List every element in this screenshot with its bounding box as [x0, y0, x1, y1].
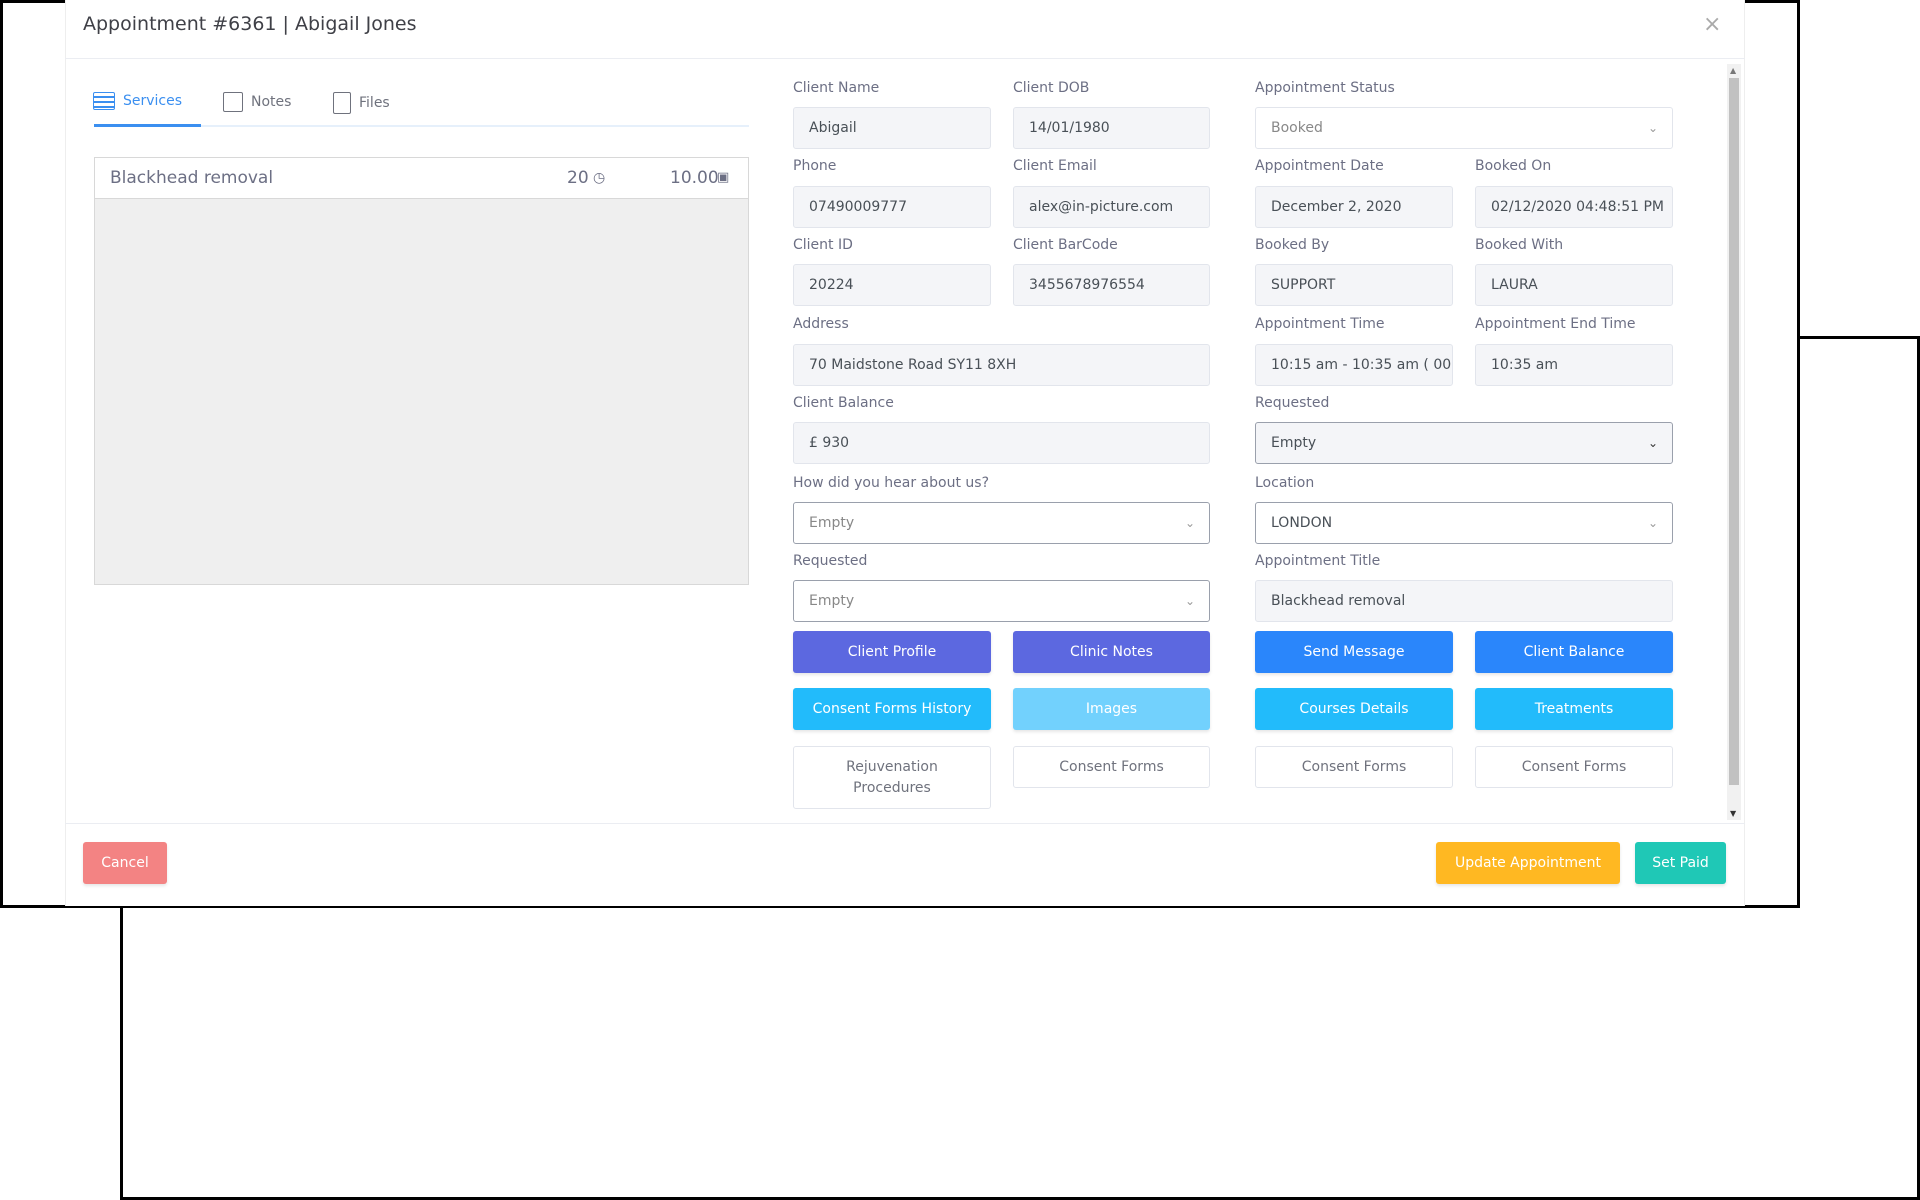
booked-by-input[interactable]: SUPPORT [1255, 264, 1453, 306]
requested-right-select[interactable]: Empty ⌄ [1255, 422, 1673, 464]
phone-input[interactable]: 07490009777 [793, 186, 991, 228]
client-email-label: Client Email [1013, 158, 1097, 174]
note-icon [223, 92, 243, 112]
appointment-status-label: Appointment Status [1255, 80, 1395, 96]
tab-files[interactable]: Files [333, 92, 390, 114]
service-price: 10.00 [670, 168, 719, 188]
send-message-button[interactable]: Send Message [1255, 631, 1453, 673]
chevron-down-icon: ⌄ [1647, 436, 1658, 450]
services-list-icon [93, 92, 115, 110]
requested-right-label: Requested [1255, 395, 1330, 411]
treatments-button[interactable]: Treatments [1475, 688, 1673, 730]
clinic-notes-button[interactable]: Clinic Notes [1013, 631, 1210, 673]
appointment-time-label: Appointment Time [1255, 316, 1385, 332]
cancel-button[interactable]: Cancel [83, 842, 167, 884]
client-id-input[interactable]: 20224 [793, 264, 991, 306]
client-id-label: Client ID [793, 237, 853, 253]
chevron-down-icon: ⌄ [1184, 516, 1195, 530]
appointment-title-label: Appointment Title [1255, 553, 1381, 569]
chevron-down-icon: ⌄ [1647, 121, 1658, 135]
booked-by-label: Booked By [1255, 237, 1330, 253]
requested-left-select[interactable]: Empty ⌄ [793, 580, 1210, 622]
select-value: Booked [1271, 120, 1323, 136]
consent-forms-button[interactable]: Consent Forms [1255, 746, 1453, 788]
money-icon: ▣ [717, 170, 730, 185]
close-icon[interactable]: × [1703, 12, 1722, 37]
select-value: Empty [1271, 435, 1317, 451]
phone-label: Phone [793, 158, 837, 174]
address-input[interactable]: 70 Maidstone Road SY11 8XH [793, 344, 1210, 386]
clock-icon: ◷ [593, 170, 606, 186]
images-button[interactable]: Images [1013, 688, 1210, 730]
address-label: Address [793, 316, 849, 332]
dialog-title: Appointment #6361 | Abigail Jones [83, 13, 417, 35]
client-barcode-label: Client BarCode [1013, 237, 1118, 253]
file-icon [333, 92, 351, 114]
client-balance-button[interactable]: Client Balance [1475, 631, 1673, 673]
booked-with-input[interactable]: LAURA [1475, 264, 1673, 306]
courses-details-button[interactable]: Courses Details [1255, 688, 1453, 730]
service-name: Blackhead removal [110, 168, 274, 188]
footer-divider [65, 823, 1745, 824]
appointment-end-time-label: Appointment End Time [1475, 316, 1636, 332]
tab-label: Notes [251, 94, 292, 110]
tab-underline [94, 125, 749, 127]
tab-services[interactable]: Services [93, 92, 182, 110]
location-select[interactable]: LONDON ⌄ [1255, 502, 1673, 544]
tab-label: Files [359, 95, 390, 111]
location-label: Location [1255, 475, 1315, 491]
services-list: Blackhead removal 20 ◷ 10.00 ▣ [94, 157, 749, 585]
appointment-date-label: Appointment Date [1255, 158, 1384, 174]
hear-about-label: How did you hear about us? [793, 475, 989, 491]
client-balance-label: Client Balance [793, 395, 894, 411]
tab-notes[interactable]: Notes [223, 92, 291, 112]
requested-left-label: Requested [793, 553, 868, 569]
client-email-input[interactable]: alex@in-picture.com [1013, 186, 1210, 228]
chevron-down-icon: ⌄ [1647, 516, 1658, 530]
select-value: Empty [809, 593, 855, 609]
client-dob-label: Client DOB [1013, 80, 1090, 96]
scrollbar[interactable]: ▲ ▼ [1727, 64, 1741, 820]
appointment-time-input[interactable]: 10:15 am - 10:35 am ( 00 [1255, 344, 1453, 386]
chevron-down-icon: ⌄ [1184, 594, 1195, 608]
scroll-down-icon[interactable]: ▼ [1730, 809, 1737, 818]
select-value: Empty [809, 515, 855, 531]
tab-active-indicator [94, 124, 201, 127]
update-appointment-button[interactable]: Update Appointment [1436, 842, 1620, 884]
client-dob-input[interactable]: 14/01/1980 [1013, 107, 1210, 149]
consent-forms-button[interactable]: Consent Forms [1475, 746, 1673, 788]
client-profile-button[interactable]: Client Profile [793, 631, 991, 673]
client-balance-input[interactable]: £ 930 [793, 422, 1210, 464]
booked-with-label: Booked With [1475, 237, 1564, 253]
appointment-end-time-input[interactable]: 10:35 am [1475, 344, 1673, 386]
appointment-date-input[interactable]: December 2, 2020 [1255, 186, 1453, 228]
scroll-up-icon[interactable]: ▲ [1730, 66, 1737, 75]
appointment-status-select[interactable]: Booked ⌄ [1255, 107, 1673, 149]
set-paid-button[interactable]: Set Paid [1635, 842, 1726, 884]
select-value: LONDON [1271, 515, 1333, 531]
client-name-input[interactable]: Abigail [793, 107, 991, 149]
booked-on-input[interactable]: 02/12/2020 04:48:51 PM [1475, 186, 1673, 228]
header-divider [65, 58, 1745, 59]
consent-forms-history-button[interactable]: Consent Forms History [793, 688, 991, 730]
tab-label: Services [123, 93, 183, 109]
service-row[interactable]: Blackhead removal 20 ◷ 10.00 ▣ [95, 158, 748, 199]
service-duration: 20 [567, 168, 589, 188]
client-barcode-input[interactable]: 3455678976554 [1013, 264, 1210, 306]
appointment-title-input[interactable]: Blackhead removal [1255, 580, 1673, 622]
booked-on-label: Booked On [1475, 158, 1552, 174]
client-name-label: Client Name [793, 80, 880, 96]
rejuvenation-procedures-button[interactable]: Rejuvenation Procedures [793, 746, 991, 809]
consent-forms-button[interactable]: Consent Forms [1013, 746, 1210, 788]
hear-about-select[interactable]: Empty ⌄ [793, 502, 1210, 544]
scrollbar-thumb[interactable] [1729, 78, 1739, 785]
